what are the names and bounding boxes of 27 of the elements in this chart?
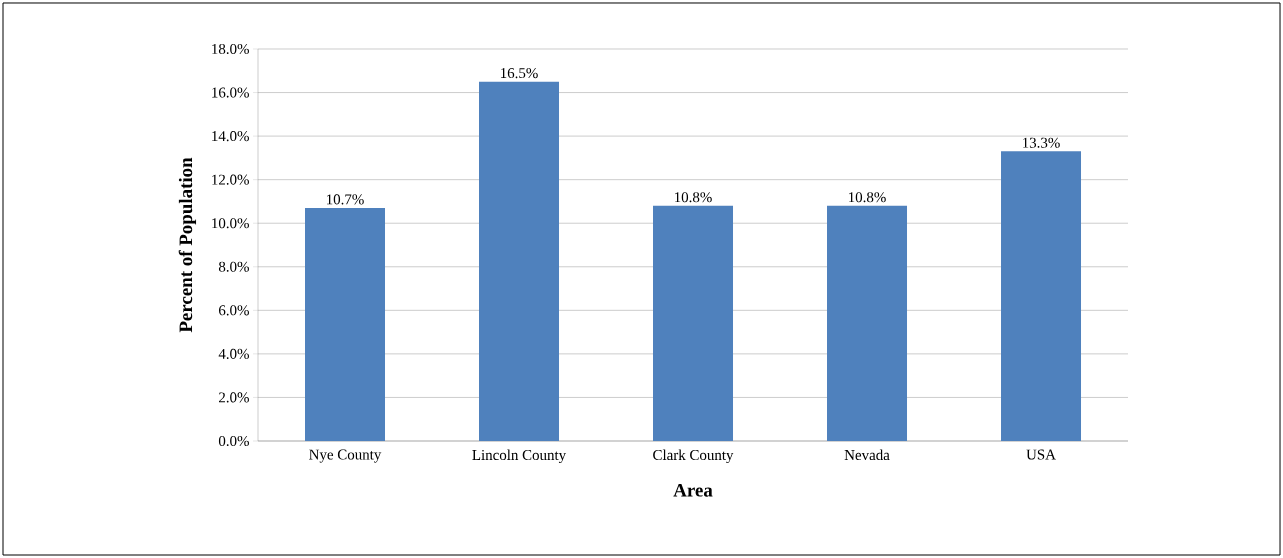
y-tick-label: 12.0% [212, 174, 249, 185]
y-tick-label: 4.0% [218, 348, 249, 359]
bar [653, 205, 734, 441]
y-axis-title: Percent of Population [178, 157, 197, 333]
x-tick-label: Nevada [844, 449, 890, 461]
data-label: 16.5% [501, 67, 538, 79]
x-tick-label: Lincoln County [472, 449, 567, 464]
x-tick-label: Clark County [653, 449, 734, 464]
data-label: 10.8% [849, 192, 886, 203]
x-axis-title: Area [673, 483, 713, 497]
x-tick-label: USA [1026, 449, 1056, 460]
y-tick-label: 10.0% [212, 218, 249, 229]
y-tick-label: 0.0% [218, 435, 249, 447]
y-tick-label: 14.0% [212, 131, 249, 142]
data-label: 10.8% [675, 192, 712, 203]
bar [827, 205, 908, 441]
data-label: 13.3% [1023, 137, 1060, 148]
y-tick-label: 8.0% [218, 261, 249, 272]
y-tick-label: 2.0% [219, 392, 249, 403]
bar [1001, 151, 1082, 441]
bar [305, 207, 385, 441]
y-tick-label: 16.0% [212, 87, 249, 98]
y-tick-label: 6.0% [218, 305, 249, 316]
data-label: 10.7% [327, 194, 364, 205]
bar [479, 81, 560, 441]
x-tick-label: Nye County [309, 449, 382, 463]
y-tick-label: 18.0% [212, 43, 249, 55]
